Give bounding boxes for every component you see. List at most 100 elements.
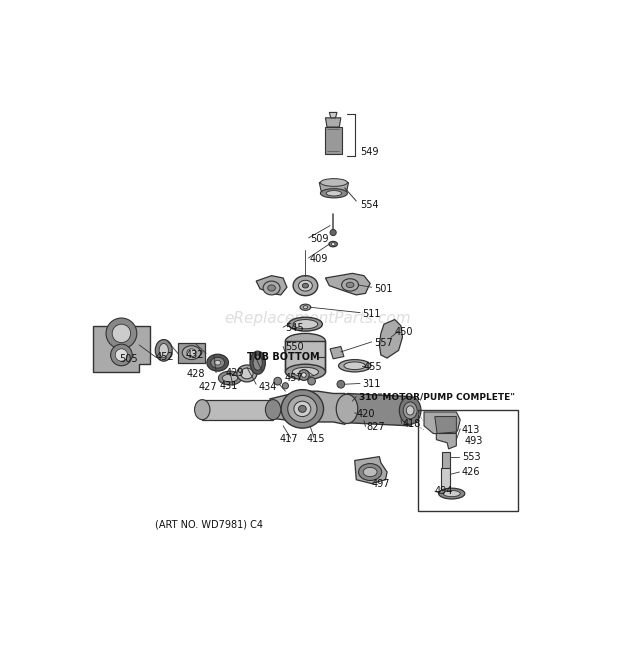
Polygon shape <box>270 391 352 424</box>
Circle shape <box>330 229 336 235</box>
Text: 429: 429 <box>225 368 244 379</box>
Ellipse shape <box>329 241 337 247</box>
Text: 549: 549 <box>360 147 379 157</box>
Ellipse shape <box>339 360 371 372</box>
Text: 311: 311 <box>363 379 381 389</box>
Ellipse shape <box>288 395 317 422</box>
Circle shape <box>115 349 128 361</box>
Circle shape <box>112 324 131 342</box>
Ellipse shape <box>303 284 309 288</box>
Circle shape <box>298 369 309 380</box>
Text: TUB BOTTOM: TUB BOTTOM <box>247 352 319 362</box>
Polygon shape <box>379 319 402 358</box>
Polygon shape <box>319 182 348 193</box>
Text: 554: 554 <box>360 200 379 210</box>
Text: 557: 557 <box>374 338 392 348</box>
Text: 426: 426 <box>462 467 480 477</box>
Circle shape <box>106 318 137 349</box>
Text: 413: 413 <box>462 424 480 435</box>
Circle shape <box>110 344 132 366</box>
Ellipse shape <box>344 362 365 369</box>
Ellipse shape <box>443 490 460 496</box>
Ellipse shape <box>281 389 324 428</box>
Ellipse shape <box>222 374 237 382</box>
Text: 509: 509 <box>310 234 329 244</box>
Ellipse shape <box>288 317 322 331</box>
Polygon shape <box>93 326 150 372</box>
Bar <box>285 341 326 372</box>
Ellipse shape <box>182 346 201 360</box>
Text: 553: 553 <box>462 451 480 461</box>
Text: 415: 415 <box>306 434 325 444</box>
Ellipse shape <box>293 368 319 377</box>
Polygon shape <box>330 346 344 359</box>
Polygon shape <box>424 412 460 435</box>
Text: 493: 493 <box>465 436 484 446</box>
Text: 432: 432 <box>185 350 204 360</box>
Text: 420: 420 <box>356 409 374 419</box>
Ellipse shape <box>336 394 358 424</box>
Ellipse shape <box>241 368 253 379</box>
Ellipse shape <box>363 467 377 477</box>
Ellipse shape <box>303 305 308 309</box>
Ellipse shape <box>187 349 196 356</box>
Circle shape <box>301 373 306 377</box>
Ellipse shape <box>263 281 280 295</box>
Text: 450: 450 <box>395 327 414 337</box>
Polygon shape <box>436 434 456 449</box>
Text: 497: 497 <box>371 479 390 488</box>
Bar <box>443 452 450 469</box>
Polygon shape <box>256 276 287 295</box>
Ellipse shape <box>218 371 242 385</box>
Polygon shape <box>435 416 456 434</box>
Text: 434: 434 <box>259 382 277 393</box>
Ellipse shape <box>285 333 326 349</box>
Bar <box>177 342 205 363</box>
Ellipse shape <box>294 401 311 416</box>
Text: 505: 505 <box>119 354 138 364</box>
Text: 457: 457 <box>285 373 303 383</box>
Text: 431: 431 <box>220 381 238 391</box>
Ellipse shape <box>438 488 465 499</box>
Ellipse shape <box>215 360 221 365</box>
Ellipse shape <box>211 358 224 368</box>
Ellipse shape <box>358 463 382 481</box>
Text: 501: 501 <box>374 284 392 293</box>
Text: 417: 417 <box>279 434 298 444</box>
Ellipse shape <box>399 397 421 424</box>
Ellipse shape <box>406 406 414 415</box>
Ellipse shape <box>346 282 354 288</box>
Bar <box>325 127 342 154</box>
Ellipse shape <box>403 402 417 419</box>
Polygon shape <box>329 112 337 118</box>
Circle shape <box>282 383 288 389</box>
Text: 545: 545 <box>285 323 304 333</box>
Ellipse shape <box>155 340 172 361</box>
Text: 452: 452 <box>156 352 175 362</box>
Ellipse shape <box>298 405 306 412</box>
Text: 494: 494 <box>435 486 453 496</box>
Polygon shape <box>326 274 370 295</box>
Polygon shape <box>347 393 410 426</box>
Ellipse shape <box>321 178 347 186</box>
Ellipse shape <box>237 365 257 382</box>
Ellipse shape <box>331 243 335 245</box>
Text: 511: 511 <box>363 309 381 319</box>
Text: 409: 409 <box>310 254 329 264</box>
Polygon shape <box>355 457 387 484</box>
Ellipse shape <box>207 354 228 371</box>
Bar <box>418 410 518 510</box>
Text: 310"MOTOR/PUMP COMPLETE": 310"MOTOR/PUMP COMPLETE" <box>358 393 515 402</box>
Text: eReplacementParts.com: eReplacementParts.com <box>224 311 411 325</box>
Bar <box>202 400 273 420</box>
Circle shape <box>337 380 345 388</box>
Ellipse shape <box>321 188 347 198</box>
Text: 455: 455 <box>364 362 383 372</box>
Circle shape <box>274 377 281 385</box>
Bar <box>441 468 450 490</box>
Ellipse shape <box>293 319 317 329</box>
Text: 427: 427 <box>198 382 217 393</box>
Circle shape <box>308 377 316 385</box>
Ellipse shape <box>195 400 210 420</box>
Ellipse shape <box>268 285 275 291</box>
